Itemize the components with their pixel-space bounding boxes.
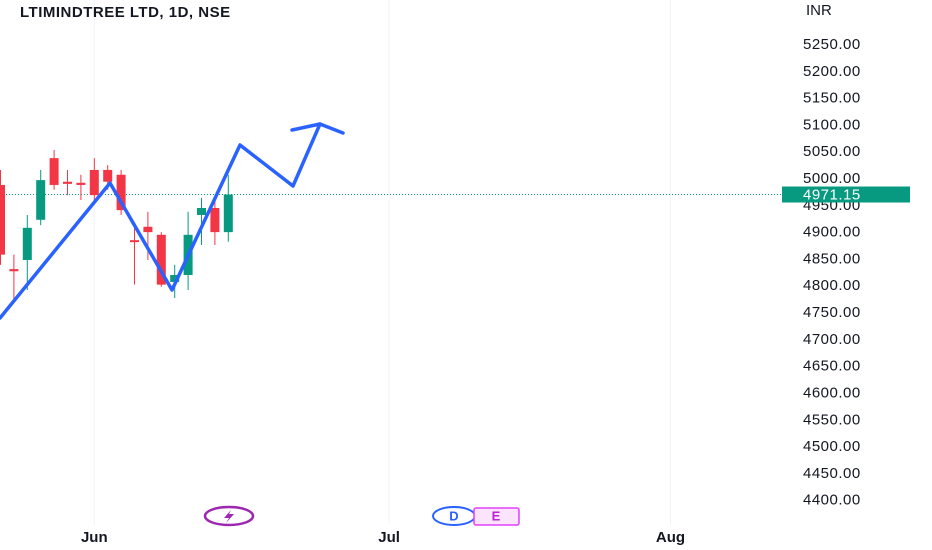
candle-body: [36, 180, 46, 220]
candle-body: [89, 169, 99, 196]
candle-body: [210, 208, 220, 233]
candle-body: [9, 269, 19, 272]
trend-line: [0, 122, 345, 320]
y-tick-label: 4750.00: [803, 304, 861, 321]
y-tick-label: 4600.00: [803, 384, 861, 401]
y-tick-label: 4700.00: [803, 331, 861, 348]
event-d-label: D: [449, 508, 458, 523]
y-tick-label: 4500.00: [803, 438, 861, 455]
candle-body: [22, 227, 32, 260]
y-tick-label: 4650.00: [803, 358, 861, 375]
y-tick-label: 4550.00: [803, 411, 861, 428]
candles: [0, 150, 233, 300]
candle-body: [116, 174, 126, 211]
last-price-label: 4971.15: [803, 186, 861, 203]
event-e-icon[interactable]: [473, 507, 520, 526]
x-tick-label: Jul: [378, 529, 400, 546]
y-tick-label: 4450.00: [803, 465, 861, 482]
y-tick-label: 5150.00: [803, 90, 861, 107]
currency: INR: [806, 2, 832, 19]
events: D E: [203, 505, 520, 527]
x-tick-label: Jun: [81, 529, 108, 546]
y-tick-label: 5250.00: [803, 36, 861, 53]
x-tick-label: Aug: [656, 529, 685, 546]
last-price-bg: [782, 186, 910, 203]
candle-body: [130, 240, 139, 243]
y-tick-label: 4800.00: [803, 277, 861, 294]
candle-body: [197, 208, 206, 215]
price-axis: 4400.00 4450.00 4500.00 4550.00 4600.00 4650.…: [81, 36, 910, 546]
currency-bg: [800, 0, 910, 22]
y-tick-label: 4900.00: [803, 224, 861, 241]
y-tick-label: 4400.00: [803, 492, 861, 509]
candle-body: [156, 234, 166, 285]
arrow-head: [290, 122, 322, 132]
grid: [0, 0, 782, 525]
chart-title: LTIMINDTREE LTD, 1D, NSE: [20, 4, 231, 21]
y-tick-label: 5100.00: [803, 116, 861, 133]
y-tick-label: 5050.00: [803, 143, 861, 160]
y-tick-label: 5000.00: [803, 170, 861, 187]
candle-body: [103, 169, 113, 182]
y-tick-label: 4850.00: [803, 250, 861, 267]
candle-body: [170, 275, 180, 282]
candle-body: [63, 181, 72, 184]
trend-drawing: [0, 122, 345, 320]
candle-body: [49, 158, 59, 185]
candle-body: [0, 184, 5, 255]
event-e-label: E: [492, 508, 501, 523]
candle-body: [143, 226, 153, 233]
candle-body: [223, 194, 233, 233]
candle-body: [76, 182, 86, 185]
lightning: [224, 510, 234, 523]
y-tick-label: 5200.00: [803, 63, 861, 80]
